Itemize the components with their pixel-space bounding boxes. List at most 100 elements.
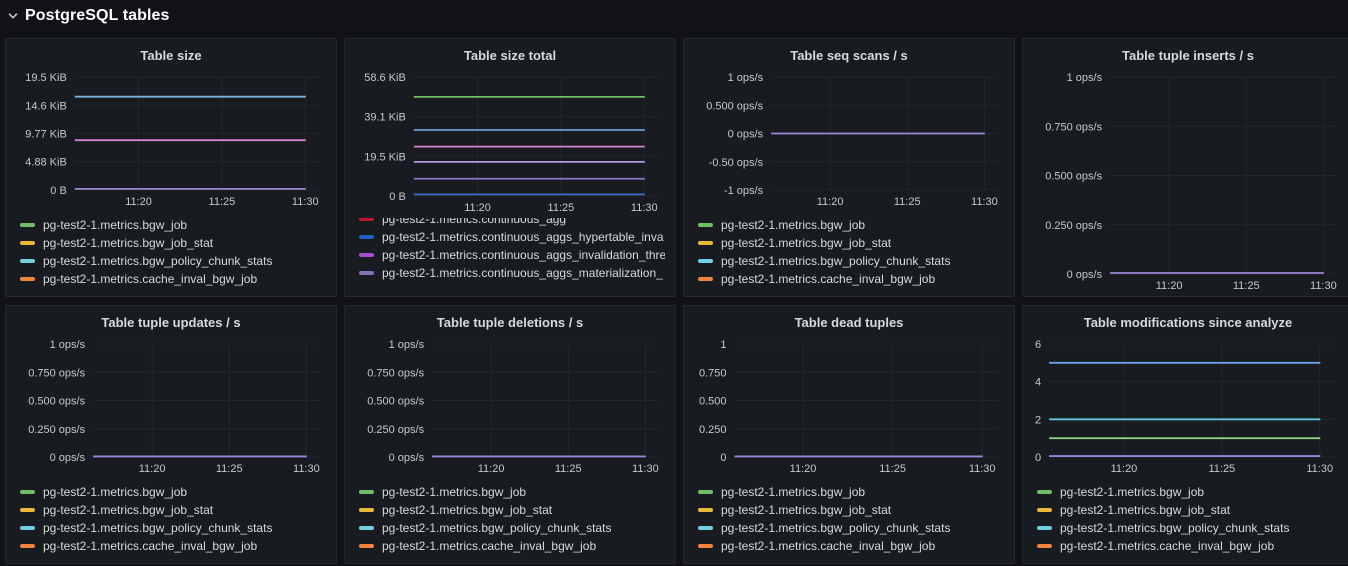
- y-axis-tick-label: 0.500: [699, 396, 727, 408]
- legend-item-pg-test2-1-metrics-cache-inval-bgw-job[interactable]: pg-test2-1.metrics.cache_inval_bgw_job: [20, 537, 326, 555]
- legend-item-pg-test2-1-metrics-bgw-policy-chunk-stats[interactable]: pg-test2-1.metrics.bgw_policy_chunk_stat…: [1037, 519, 1343, 537]
- legend-item-pg-test2-1-metrics-bgw-job[interactable]: pg-test2-1.metrics.bgw_job: [1037, 483, 1343, 501]
- chart-area[interactable]: 0 ops/s 0.250 ops/s 0.500 ops/s 0.750 ops/s…: [6, 334, 336, 479]
- legend-item-pg-test2-1-metrics-continuous-aggs-materialization[interactable]: pg-test2-1.metrics.continuous_aggs_mater…: [359, 264, 665, 282]
- chart-svg[interactable]: 0 B 4.88 KiB 9.77 KiB 14.6 KiB 19.5 KiB 11:20…: [6, 67, 336, 212]
- chart-svg[interactable]: 0 ops/s 0.250 ops/s 0.500 ops/s 0.750 ops/s…: [6, 334, 336, 479]
- legend-item-pg-test2-1-metrics-bgw-policy-chunk-stats[interactable]: pg-test2-1.metrics.bgw_policy_chunk_stat…: [698, 252, 1004, 270]
- row-header-postgresql-tables[interactable]: PostgreSQL tables: [0, 0, 1348, 31]
- y-axis-tick-label: 4: [1035, 377, 1041, 389]
- y-axis-tick-label: 0: [720, 452, 726, 464]
- legend-item-pg-test2-1-metrics-cache-inval-bgw-job[interactable]: pg-test2-1.metrics.cache_inval_bgw_job: [1037, 537, 1343, 555]
- panel-table-tuple-inserts-s: Table tuple inserts / s 0 ops/s 0.250 ops…: [1022, 38, 1348, 297]
- chart-area[interactable]: -1 ops/s -0.50 ops/s 0 ops/s 0.500 ops/s 1 o…: [684, 67, 1014, 212]
- legend-item-pg-test2-1-metrics-bgw-job[interactable]: pg-test2-1.metrics.bgw_job: [20, 483, 326, 501]
- chart-svg[interactable]: -1 ops/s -0.50 ops/s 0 ops/s 0.500 ops/s 1 o…: [684, 67, 1014, 212]
- legend-swatch-icon: [698, 490, 713, 494]
- legend-item-pg-test2-1-metrics-bgw-job-stat[interactable]: pg-test2-1.metrics.bgw_job_stat: [698, 501, 1004, 519]
- y-axis-tick-label: 0.500 ops/s: [28, 396, 85, 408]
- chart-svg[interactable]: 0 B 19.5 KiB 39.1 KiB 58.6 KiB 11:20 11:25 11:…: [345, 67, 675, 218]
- legend-item-pg-test2-1-metrics-bgw-policy-chunk-stats[interactable]: pg-test2-1.metrics.bgw_policy_chunk_stat…: [698, 519, 1004, 537]
- legend-item-pg-test2-1-metrics-continuous-aggs-invalidation-thre[interactable]: pg-test2-1.metrics.continuous_aggs_inval…: [359, 246, 665, 264]
- x-axis-tick-label: 11:30: [1310, 280, 1337, 292]
- legend-item-pg-test2-1-metrics-bgw-policy-chunk-stats[interactable]: pg-test2-1.metrics.bgw_policy_chunk_stat…: [359, 519, 665, 537]
- legend-item-pg-test2-1-metrics-continuous-agg[interactable]: pg-test2-1.metrics.continuous_agg: [359, 218, 665, 228]
- legend-item-pg-test2-1-metrics-bgw-policy-chunk-stats[interactable]: pg-test2-1.metrics.bgw_policy_chunk_stat…: [20, 519, 326, 537]
- y-axis-tick-label: 0 ops/s: [1067, 269, 1103, 281]
- panel-table-tuple-deletions-s: Table tuple deletions / s 0 ops/s 0.250 o…: [344, 305, 676, 564]
- legend-swatch-icon: [359, 235, 374, 239]
- x-axis-tick-label: 11:25: [555, 463, 582, 475]
- panel-title[interactable]: Table tuple inserts / s: [1122, 47, 1254, 63]
- panel-title[interactable]: Table tuple deletions / s: [436, 314, 584, 330]
- legend-label: pg-test2-1.metrics.continuous_aggs_hyper…: [382, 230, 664, 244]
- legend-label: pg-test2-1.metrics.bgw_job: [43, 485, 188, 499]
- panel-title[interactable]: Table dead tuples: [794, 314, 904, 330]
- x-axis-tick-label: 11:25: [1233, 280, 1260, 292]
- legend-swatch-icon: [20, 277, 35, 281]
- chart-area[interactable]: 0 B 4.88 KiB 9.77 KiB 14.6 KiB 19.5 KiB 11:20…: [6, 67, 336, 212]
- chart-area[interactable]: 0 ops/s 0.250 ops/s 0.500 ops/s 0.750 ops/s…: [1023, 67, 1348, 296]
- legend-label: pg-test2-1.metrics.continuous_agg: [382, 218, 567, 226]
- chart-area[interactable]: 0 2 4 6 11:20 11:25 11:30: [1023, 334, 1348, 479]
- y-axis-tick-label: 0.750 ops/s: [28, 367, 85, 379]
- legend-label: pg-test2-1.metrics.bgw_job_stat: [382, 503, 553, 517]
- legend-swatch-icon: [698, 544, 713, 548]
- legend-item-pg-test2-1-metrics-bgw-job[interactable]: pg-test2-1.metrics.bgw_job: [698, 216, 1004, 234]
- panel-title[interactable]: Table size: [140, 47, 202, 63]
- legend-item-pg-test2-1-metrics-cache-inval-bgw-job[interactable]: pg-test2-1.metrics.cache_inval_bgw_job: [698, 270, 1004, 288]
- legend-label: pg-test2-1.metrics.bgw_policy_chunk_stat…: [43, 254, 273, 268]
- panel-title[interactable]: Table modifications since analyze: [1083, 314, 1293, 330]
- legend-item-pg-test2-1-metrics-cache-inval-bgw-job[interactable]: pg-test2-1.metrics.cache_inval_bgw_job: [20, 270, 326, 288]
- legend-item-pg-test2-1-metrics-bgw-job[interactable]: pg-test2-1.metrics.bgw_job: [20, 216, 326, 234]
- chart-area[interactable]: 0 B 19.5 KiB 39.1 KiB 58.6 KiB 11:20 11:25 11:…: [345, 67, 675, 218]
- y-axis-tick-label: 14.6 KiB: [25, 100, 67, 112]
- legend-label: pg-test2-1.metrics.cache_inval_bgw_job: [43, 539, 258, 553]
- legend: pg-test2-1.metrics.bgw_job pg-test2-1.met…: [6, 212, 336, 296]
- legend-item-pg-test2-1-metrics-bgw-job-stat[interactable]: pg-test2-1.metrics.bgw_job_stat: [1037, 501, 1343, 519]
- legend-item-pg-test2-1-metrics-bgw-job-stat[interactable]: pg-test2-1.metrics.bgw_job_stat: [698, 234, 1004, 252]
- panel-title[interactable]: Table seq scans / s: [790, 47, 908, 63]
- y-axis-tick-label: 1 ops/s: [728, 72, 764, 84]
- panel-table-tuple-updates-s: Table tuple updates / s 0 ops/s 0.250 ops…: [5, 305, 337, 564]
- chart-svg[interactable]: 0 2 4 6 11:20 11:25 11:30: [1023, 334, 1348, 479]
- legend-item-pg-test2-1-metrics-cache-inval-bgw-job[interactable]: pg-test2-1.metrics.cache_inval_bgw_job: [698, 537, 1004, 555]
- chart-area[interactable]: 0 0.250 0.500 0.750 1 11:20 11:25 11:30: [684, 334, 1014, 479]
- legend-item-pg-test2-1-metrics-bgw-job-stat[interactable]: pg-test2-1.metrics.bgw_job_stat: [20, 501, 326, 519]
- legend: pg-test2-1.metrics.bgw_job pg-test2-1.met…: [1023, 479, 1348, 563]
- legend-label: pg-test2-1.metrics.bgw_job: [721, 218, 866, 232]
- legend-item-pg-test2-1-metrics-bgw-job[interactable]: pg-test2-1.metrics.bgw_job: [359, 483, 665, 501]
- chart-svg[interactable]: 0 ops/s 0.250 ops/s 0.500 ops/s 0.750 ops/s…: [345, 334, 675, 479]
- legend-item-pg-test2-1-metrics-bgw-job[interactable]: pg-test2-1.metrics.bgw_job: [698, 483, 1004, 501]
- x-axis-tick-label: 11:20: [817, 196, 844, 208]
- y-axis-tick-label: 0 ops/s: [50, 452, 86, 464]
- y-axis-tick-label: 0.250 ops/s: [1045, 220, 1102, 232]
- chart-area[interactable]: 0 ops/s 0.250 ops/s 0.500 ops/s 0.750 ops/s…: [345, 334, 675, 479]
- panel-table-size-total: Table size total 0 B 19.5 KiB 39.1 KiB 58.6…: [344, 38, 676, 297]
- legend-item-pg-test2-1-metrics-bgw-job-stat[interactable]: pg-test2-1.metrics.bgw_job_stat: [359, 501, 665, 519]
- y-axis-tick-label: 0 ops/s: [728, 129, 764, 141]
- legend-item-pg-test2-1-metrics-cache-inval-bgw-job[interactable]: pg-test2-1.metrics.cache_inval_bgw_job: [359, 537, 665, 555]
- x-axis-tick-label: 11:20: [478, 463, 505, 475]
- legend-swatch-icon: [20, 544, 35, 548]
- y-axis-tick-label: 19.5 KiB: [364, 151, 406, 163]
- y-axis-tick-label: 0.500 ops/s: [367, 396, 424, 408]
- legend-label: pg-test2-1.metrics.continuous_aggs_mater…: [382, 266, 663, 280]
- x-axis-tick-label: 11:30: [1306, 463, 1333, 475]
- panel-title[interactable]: Table size total: [463, 47, 557, 63]
- legend-item-pg-test2-1-metrics-bgw-policy-chunk-stats[interactable]: pg-test2-1.metrics.bgw_policy_chunk_stat…: [20, 252, 326, 270]
- legend: pg-test2-1.metrics.continuous_agg pg-test…: [345, 218, 675, 296]
- chart-svg[interactable]: 0 ops/s 0.250 ops/s 0.500 ops/s 0.750 ops/s…: [1023, 67, 1348, 296]
- chart-svg[interactable]: 0 0.250 0.500 0.750 1 11:20 11:25 11:30: [684, 334, 1014, 479]
- x-axis-tick-label: 11:20: [790, 463, 817, 475]
- y-axis-tick-label: 4.88 KiB: [25, 157, 67, 169]
- legend-swatch-icon: [20, 223, 35, 227]
- legend-item-pg-test2-1-metrics-continuous-aggs-hypertable-inva[interactable]: pg-test2-1.metrics.continuous_aggs_hyper…: [359, 228, 665, 246]
- panel-title[interactable]: Table tuple updates / s: [101, 314, 241, 330]
- y-axis-tick-label: 0.250 ops/s: [367, 424, 424, 436]
- chevron-down-icon[interactable]: [7, 10, 19, 22]
- legend-item-pg-test2-1-metrics-bgw-job-stat[interactable]: pg-test2-1.metrics.bgw_job_stat: [20, 234, 326, 252]
- legend-label: pg-test2-1.metrics.bgw_job_stat: [721, 503, 892, 517]
- x-axis-tick-label: 11:25: [548, 202, 575, 214]
- y-axis-tick-label: 0 ops/s: [389, 452, 425, 464]
